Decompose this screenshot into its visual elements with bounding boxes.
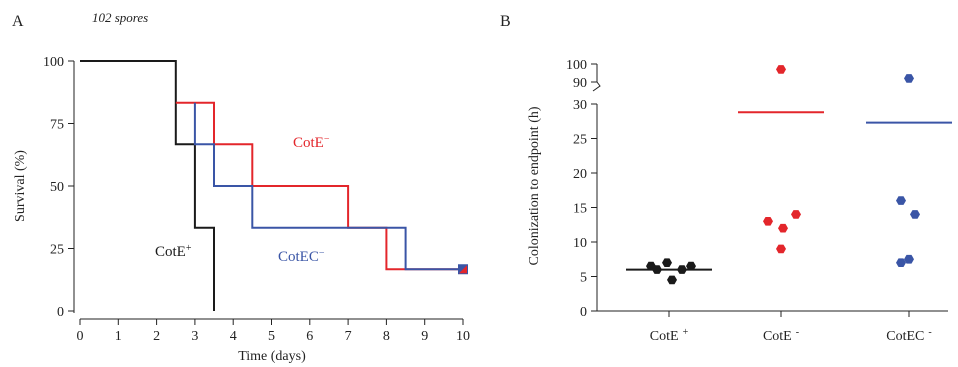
x-tick-label-b: CotEC - — [886, 327, 931, 345]
survival-line-2 — [175, 101, 463, 271]
y-tick-label-b: 20 — [573, 167, 587, 182]
data-point — [686, 261, 696, 271]
y-tick-label: 75 — [50, 118, 64, 133]
x-axis-label: Time (days) — [238, 349, 306, 364]
survival-chart: A 102 spores Survival (%) Time (days) 0 2… — [12, 10, 470, 364]
series-label-3: CotEC− — [278, 248, 325, 266]
y-tick-label-b: 10 — [573, 236, 587, 251]
y-tick-label: 50 — [50, 180, 64, 195]
censor-marker-red — [459, 265, 467, 274]
y-tick-label: 100 — [43, 55, 64, 70]
x-tick-label: 3 — [191, 329, 198, 344]
y-tick-label: 25 — [50, 243, 64, 258]
data-point — [910, 210, 920, 219]
data-point — [662, 258, 672, 267]
y-tick-label-b: 15 — [573, 202, 587, 217]
data-point — [763, 217, 773, 226]
data-point — [904, 74, 914, 83]
x-tick-label: 0 — [77, 329, 84, 344]
data-point — [776, 65, 786, 74]
series-a — [80, 60, 468, 311]
x-tick-label: 7 — [345, 329, 352, 344]
y-tick-label-b: 0 — [580, 305, 587, 320]
y-axis-break — [592, 64, 601, 92]
points-b — [626, 65, 952, 285]
survival-line-3 — [193, 102, 463, 271]
y-tick-label-b: 30 — [573, 98, 587, 113]
data-point — [896, 196, 906, 205]
data-point — [667, 275, 677, 285]
y-tick-label-b: 100 — [566, 58, 587, 73]
y-axis-label: Survival (%) — [13, 150, 28, 222]
x-tick-label: 9 — [421, 329, 428, 344]
panel-label-b: B — [500, 13, 511, 30]
y-tick-label-b: 90 — [573, 76, 587, 91]
x-tick-label: 8 — [383, 329, 390, 344]
x-tick-label-b: CotE + — [650, 327, 689, 345]
y-axis-label-b: Colonization to endpoint (h) — [527, 106, 542, 265]
axes-a: 0 25 50 75 100 0 1 2 3 4 5 6 7 8 9 10 — [43, 55, 470, 344]
data-point — [776, 244, 786, 254]
x-tick-label: 10 — [456, 329, 470, 344]
data-point — [778, 223, 788, 233]
data-point — [896, 258, 906, 267]
axes-b: 0 5 10 15 20 25 30 90 100 CotE + CotE - CotEC - — [566, 58, 948, 344]
y-tick-label-b: 25 — [573, 133, 587, 148]
spore-annotation: 102 spores — [92, 10, 148, 25]
colonization-chart: B Colonization to endpoint (h) 0 5 10 15 20 2… — [500, 13, 952, 344]
y-tick-label-b: 5 — [580, 271, 587, 286]
x-tick-label: 4 — [230, 329, 237, 344]
data-point — [652, 265, 662, 274]
series-label-2: CotE− — [293, 134, 330, 152]
data-point — [677, 265, 687, 274]
series-label-1: CotE+ — [155, 243, 192, 261]
survival-line-1 — [80, 60, 215, 311]
series-labels-a: CotE+ CotE− CotEC− — [155, 134, 330, 266]
data-point — [791, 210, 801, 219]
x-tick-label: 2 — [153, 329, 160, 344]
x-tick-label: 6 — [306, 329, 313, 344]
data-point — [904, 254, 914, 264]
x-tick-label: 1 — [115, 329, 122, 344]
panel-label-a: A — [12, 13, 24, 30]
y-tick-label: 0 — [57, 305, 64, 320]
x-tick-label: 5 — [268, 329, 275, 344]
x-tick-label-b: CotE - — [763, 327, 799, 345]
